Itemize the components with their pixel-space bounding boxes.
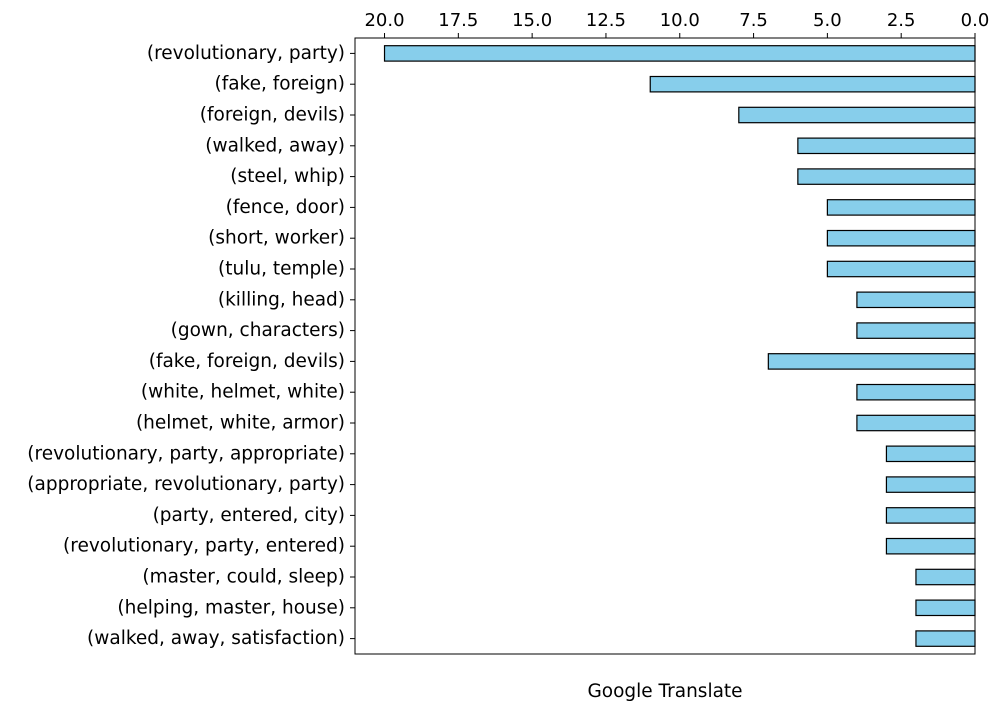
- bar: [915, 568, 976, 586]
- x-tick-label: 20.0: [364, 10, 404, 31]
- bar: [826, 199, 976, 216]
- x-axis-ticks: 20.0 17.5 15.0 12.5 10.0 7.5 5.0 2.5 0.0: [364, 10, 989, 38]
- category-label: (master, could, sleep): [142, 567, 345, 588]
- bar: [383, 45, 976, 62]
- category-label: (appropriate, revolutionary, party): [27, 474, 345, 495]
- bar: [885, 445, 976, 463]
- x-tick-label: 15.0: [512, 10, 552, 31]
- category-label: (killing, head): [218, 289, 345, 310]
- bar: [649, 75, 976, 93]
- category-label: (white, helmet, white): [141, 382, 345, 403]
- category-label: (tulu, temple): [218, 259, 345, 280]
- bar: [856, 291, 976, 309]
- category-label: (revolutionary, party, appropriate): [27, 443, 345, 464]
- category-label: (fake, foreign): [214, 74, 345, 95]
- plot-frame: [354, 37, 976, 655]
- category-label: (foreign, devils): [200, 105, 345, 126]
- category-label: (party, entered, city): [153, 505, 345, 526]
- x-tick-label: 5.0: [813, 10, 842, 31]
- bar: [826, 229, 976, 247]
- bar: [885, 507, 976, 524]
- x-tick-label: 12.5: [586, 10, 626, 31]
- category-label: (helping, master, house): [117, 597, 345, 618]
- bar: [738, 106, 976, 124]
- bar: [797, 137, 976, 155]
- bar: [767, 353, 976, 370]
- bar: [797, 168, 976, 185]
- category-label: (gown, characters): [171, 320, 345, 341]
- category-label: (walked, away, satisfaction): [87, 628, 345, 649]
- bar: [915, 630, 976, 647]
- category-label: (short, worker): [208, 228, 345, 249]
- x-tick-label: 2.5: [887, 10, 916, 31]
- category-label: (helmet, white, armor): [136, 413, 345, 434]
- x-tick-label: 10.0: [660, 10, 700, 31]
- category-label: (revolutionary, party): [147, 43, 345, 64]
- category-label: (walked, away): [205, 135, 345, 156]
- bar: [856, 414, 976, 432]
- x-tick-label: 17.5: [438, 10, 478, 31]
- bar: [856, 322, 976, 339]
- bar: [915, 599, 976, 617]
- bar: [826, 260, 976, 278]
- category-label: (revolutionary, party, entered): [63, 536, 345, 557]
- bars-group: [383, 45, 976, 647]
- x-tick-label: 7.5: [739, 10, 768, 31]
- category-label: (fake, foreign, devils): [149, 351, 345, 372]
- bar: [885, 476, 976, 493]
- bar: [885, 537, 976, 555]
- y-axis-ticks: (revolutionary, party) (fake, foreign) (fo…: [27, 43, 355, 649]
- bar: [856, 383, 976, 401]
- category-label: (steel, whip): [230, 166, 345, 187]
- x-axis-title: Google Translate: [587, 681, 742, 702]
- x-tick-label: 0.0: [961, 10, 990, 31]
- category-label: (fence, door): [226, 197, 345, 218]
